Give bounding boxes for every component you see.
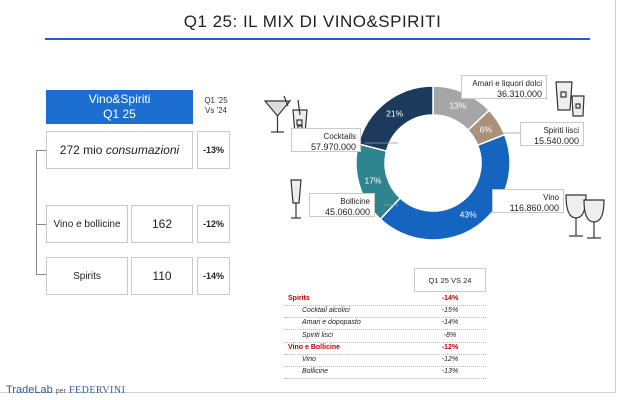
delta-column-header: Q1 '25 Vs '24 [197, 96, 235, 116]
row-value-vino-bollicine: 162 [131, 205, 193, 243]
federvini-logo: FEDERVINI [68, 385, 126, 396]
callout-amari: Amari e liquori dolci 36.310.000 [461, 75, 547, 99]
callout-bollicine-value: 45.060.000 [324, 207, 370, 217]
table-header: Q1 25 VS 24 [414, 268, 486, 292]
table-row: Spiriti lisci -8% [284, 331, 486, 343]
donut-label-bollicine: 17% [364, 175, 381, 185]
callout-spiriti: Spiriti lisci 15.540.000 [520, 122, 584, 146]
table-row-value: -8% [443, 331, 457, 339]
callout-cocktails-value: 57.970.000 [310, 142, 356, 152]
tradelab-logo: TradeLab [6, 384, 53, 396]
callout-amari-label: Amari e liquori dolci [472, 79, 542, 88]
table-row-label: Vino e Bollicine [288, 343, 340, 351]
table-row: Bollicine -13% [284, 367, 486, 380]
total-number: 272 mio [59, 143, 103, 157]
table-row-value: -15% [441, 307, 459, 315]
table-row-label: Vino [302, 356, 316, 363]
table-row-value: -14% [441, 319, 459, 327]
table-row-label: Spirits [288, 295, 310, 302]
callout-spiriti-label: Spiriti lisci [543, 126, 579, 135]
total-unit: consumazioni [105, 143, 180, 157]
summary-header-line1: Vino&Spiriti [88, 92, 151, 106]
callout-vino: Vino 116.860.000 [492, 189, 564, 213]
table-row-label: Amari e dopopasto [302, 319, 361, 327]
callout-amari-value: 36.310.000 [496, 89, 542, 99]
row-value-spirits: 110 [131, 257, 193, 295]
delta-header-line1: Q1 '25 [204, 96, 228, 105]
row-delta-vino-bollicine: -12% [197, 205, 230, 243]
title-underline [45, 38, 590, 40]
page-title: Q1 25: IL MIX DI VINO&SPIRITI [183, 12, 442, 31]
table-row-label: Bollicine [302, 368, 329, 376]
table-row: Spirits -14% [284, 294, 486, 306]
table-row: Cocktail alcolici -15% [284, 306, 486, 319]
delta-header-line2: Vs '24 [205, 106, 227, 115]
table-row-value: -12% [441, 356, 459, 363]
table-row: Amari e dopopasto -14% [284, 318, 486, 331]
row-label-vino-bollicine: Vino e bollicine [46, 205, 128, 243]
tree-branch-spirits [36, 274, 46, 275]
tree-vertical-line [36, 150, 37, 274]
callout-cocktails: Cocktails 57.970.000 [291, 128, 361, 152]
row-delta-spirits: -14% [197, 257, 230, 295]
donut-slice-vino [379, 133, 511, 241]
footer-brand: TradeLab per FEDERVINI [6, 384, 125, 396]
callout-spiriti-value: 15.540.000 [533, 136, 579, 146]
callout-vino-value: 116.860.000 [509, 203, 559, 213]
donut-label-amari: 13% [449, 101, 466, 111]
tree-branch-vino [36, 224, 46, 225]
callout-vino-label: Vino [543, 193, 559, 202]
table-row: Vino e Bollicine -12% [284, 343, 486, 355]
table-row-value: -12% [441, 343, 459, 351]
donut-label-spiriti: 6% [480, 125, 493, 135]
donut-label-cocktails: 21% [386, 109, 403, 119]
row-label-spirits: Spirits [46, 257, 128, 295]
table-row: Vino -12% [284, 355, 486, 367]
table-row-label: Spiriti lisci [302, 331, 334, 339]
table-row-value: -14% [441, 295, 459, 302]
summary-header-line2: Q1 25 [103, 107, 136, 121]
footer-per: per [55, 388, 66, 395]
table-row-label: Cocktail alcolici [302, 307, 350, 315]
callout-bollicine: Bollicine 45.060.000 [309, 193, 375, 217]
callout-bollicine-label: Bollicine [340, 197, 370, 206]
summary-header: Vino&Spiriti Q1 25 [46, 90, 193, 124]
donut-slice-cocktails [357, 85, 434, 152]
total-consumption-cell: 272 mio consumazioni [46, 131, 193, 169]
donut-label-vino: 43% [460, 210, 477, 220]
slide-frame [0, 0, 616, 393]
callout-cocktails-label: Cocktails [323, 132, 356, 141]
table-row-value: -13% [441, 368, 459, 376]
tree-branch-total [36, 150, 46, 151]
total-delta: -13% [197, 131, 230, 169]
